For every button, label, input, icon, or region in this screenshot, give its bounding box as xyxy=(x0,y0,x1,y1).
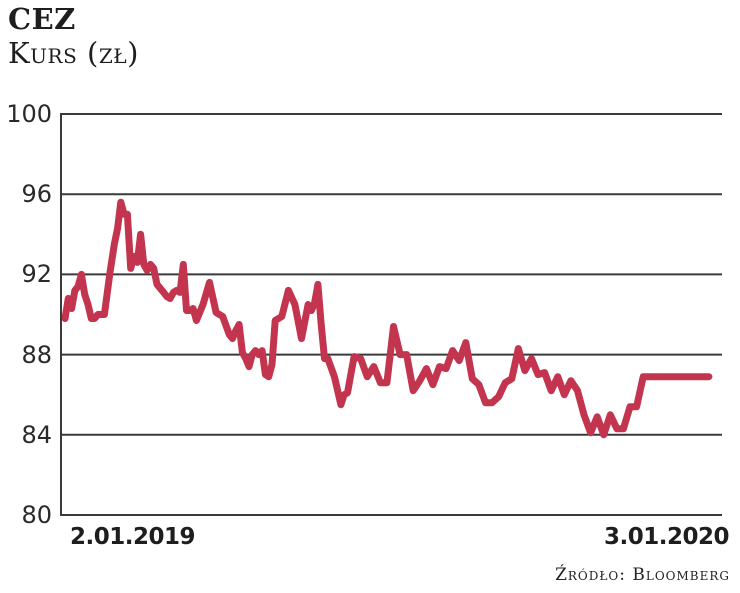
y-tick-84: 84 xyxy=(21,421,52,449)
x-label-start: 2.01.2019 xyxy=(70,524,196,550)
y-tick-96: 96 xyxy=(21,180,52,208)
x-label-end: 3.01.2020 xyxy=(604,524,730,550)
price-line xyxy=(61,198,713,439)
chart-subtitle: Kurs (zł) xyxy=(8,36,139,70)
y-tick-92: 92 xyxy=(21,260,52,288)
y-tick-88: 88 xyxy=(21,341,52,369)
y-tick-80: 80 xyxy=(21,501,52,529)
y-tick-100: 100 xyxy=(6,100,52,128)
chart-title: CEZ xyxy=(8,2,76,36)
gridlines xyxy=(61,113,722,436)
source-note: Źródło: Bloomberg xyxy=(555,565,730,585)
